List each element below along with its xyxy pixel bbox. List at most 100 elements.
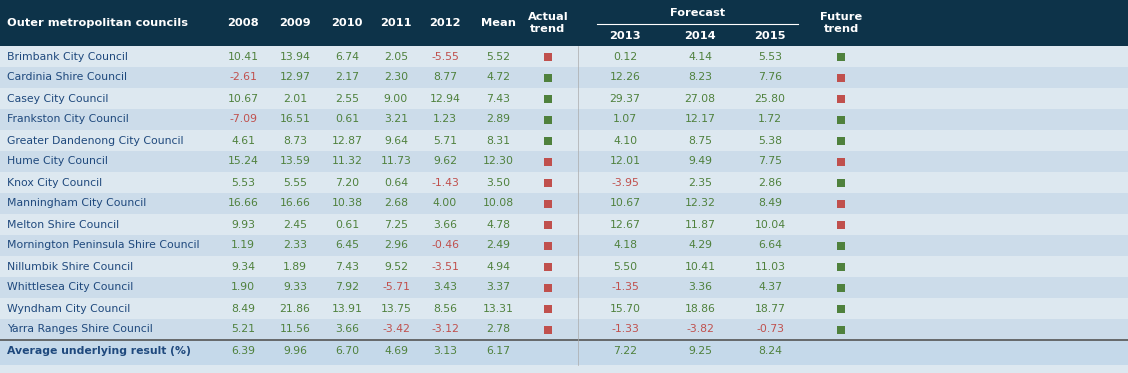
Text: Wyndham City Council: Wyndham City Council xyxy=(7,304,130,313)
Text: 8.24: 8.24 xyxy=(758,345,782,355)
Text: 1.23: 1.23 xyxy=(433,115,457,125)
Text: 9.96: 9.96 xyxy=(283,345,307,355)
Text: 5.52: 5.52 xyxy=(486,51,510,62)
Text: 7.25: 7.25 xyxy=(384,219,408,229)
Text: 6.17: 6.17 xyxy=(486,345,510,355)
Text: 7.75: 7.75 xyxy=(758,157,782,166)
Text: 10.67: 10.67 xyxy=(228,94,258,103)
Bar xyxy=(544,94,552,103)
Bar xyxy=(0,109,1128,130)
Bar xyxy=(837,116,845,123)
Bar xyxy=(0,319,1128,340)
Text: 4.72: 4.72 xyxy=(486,72,510,82)
Text: 16.66: 16.66 xyxy=(280,198,310,209)
Text: 8.73: 8.73 xyxy=(283,135,307,145)
Text: 2.68: 2.68 xyxy=(384,198,408,209)
Text: 2012: 2012 xyxy=(430,18,460,28)
Text: 21.86: 21.86 xyxy=(280,304,310,313)
Text: 4.69: 4.69 xyxy=(384,345,408,355)
Text: 8.23: 8.23 xyxy=(688,72,712,82)
Text: -3.82: -3.82 xyxy=(686,325,714,335)
Bar xyxy=(837,94,845,103)
Text: 2014: 2014 xyxy=(685,31,716,41)
Text: 3.50: 3.50 xyxy=(486,178,510,188)
Text: 18.86: 18.86 xyxy=(685,304,715,313)
Text: 10.04: 10.04 xyxy=(755,219,785,229)
Bar xyxy=(0,46,1128,67)
Text: 9.25: 9.25 xyxy=(688,345,712,355)
Bar xyxy=(544,53,552,60)
Text: 13.59: 13.59 xyxy=(280,157,310,166)
Text: 9.52: 9.52 xyxy=(384,261,408,272)
Text: 4.61: 4.61 xyxy=(231,135,255,145)
Bar xyxy=(544,304,552,313)
Text: Actual
trend: Actual trend xyxy=(528,12,569,34)
Text: -7.09: -7.09 xyxy=(229,115,257,125)
Text: Average underlying result (%): Average underlying result (%) xyxy=(7,345,191,355)
Text: 2.78: 2.78 xyxy=(486,325,510,335)
Text: 9.64: 9.64 xyxy=(384,135,408,145)
Text: 0.61: 0.61 xyxy=(335,115,359,125)
Text: Mornington Peninsula Shire Council: Mornington Peninsula Shire Council xyxy=(7,241,200,251)
Bar xyxy=(837,326,845,333)
Bar xyxy=(0,0,1128,46)
Text: 12.26: 12.26 xyxy=(609,72,641,82)
Text: 11.32: 11.32 xyxy=(332,157,362,166)
Bar xyxy=(837,304,845,313)
Text: 9.62: 9.62 xyxy=(433,157,457,166)
Text: 2013: 2013 xyxy=(609,31,641,41)
Bar xyxy=(0,214,1128,235)
Text: 29.37: 29.37 xyxy=(609,94,641,103)
Text: -3.95: -3.95 xyxy=(611,178,638,188)
Bar xyxy=(0,256,1128,277)
Text: 5.55: 5.55 xyxy=(283,178,307,188)
Text: 6.39: 6.39 xyxy=(231,345,255,355)
Bar xyxy=(837,53,845,60)
Text: 5.21: 5.21 xyxy=(231,325,255,335)
Text: 12.67: 12.67 xyxy=(609,219,641,229)
Text: Casey City Council: Casey City Council xyxy=(7,94,108,103)
Text: 5.50: 5.50 xyxy=(613,261,637,272)
Bar xyxy=(837,220,845,229)
Text: 6.64: 6.64 xyxy=(758,241,782,251)
Text: Forecast: Forecast xyxy=(670,8,725,18)
Text: 1.19: 1.19 xyxy=(231,241,255,251)
Text: 12.32: 12.32 xyxy=(685,198,715,209)
Text: 7.22: 7.22 xyxy=(613,345,637,355)
Text: -1.35: -1.35 xyxy=(611,282,638,292)
Text: 3.66: 3.66 xyxy=(433,219,457,229)
Bar xyxy=(544,157,552,166)
Text: 2.01: 2.01 xyxy=(283,94,307,103)
Bar xyxy=(837,241,845,250)
Text: 9.00: 9.00 xyxy=(384,94,408,103)
Text: 2.86: 2.86 xyxy=(758,178,782,188)
Bar xyxy=(544,241,552,250)
Text: 9.93: 9.93 xyxy=(231,219,255,229)
Bar xyxy=(0,340,1128,365)
Text: 16.66: 16.66 xyxy=(228,198,258,209)
Text: 8.56: 8.56 xyxy=(433,304,457,313)
Text: 8.49: 8.49 xyxy=(231,304,255,313)
Bar xyxy=(544,137,552,144)
Text: Cardinia Shire Council: Cardinia Shire Council xyxy=(7,72,127,82)
Bar xyxy=(0,298,1128,319)
Text: 2.35: 2.35 xyxy=(688,178,712,188)
Text: 2.96: 2.96 xyxy=(384,241,408,251)
Text: 10.67: 10.67 xyxy=(609,198,641,209)
Text: -0.46: -0.46 xyxy=(431,241,459,251)
Bar xyxy=(0,67,1128,88)
Bar xyxy=(544,326,552,333)
Bar xyxy=(0,130,1128,151)
Text: Whittlesea City Council: Whittlesea City Council xyxy=(7,282,133,292)
Text: Hume City Council: Hume City Council xyxy=(7,157,108,166)
Text: 4.18: 4.18 xyxy=(613,241,637,251)
Bar xyxy=(837,200,845,207)
Text: 3.13: 3.13 xyxy=(433,345,457,355)
Text: 1.90: 1.90 xyxy=(231,282,255,292)
Text: 5.53: 5.53 xyxy=(758,51,782,62)
Text: Outer metropolitan councils: Outer metropolitan councils xyxy=(7,18,188,28)
Bar xyxy=(0,193,1128,214)
Bar xyxy=(0,277,1128,298)
Bar xyxy=(544,116,552,123)
Text: 4.00: 4.00 xyxy=(433,198,457,209)
